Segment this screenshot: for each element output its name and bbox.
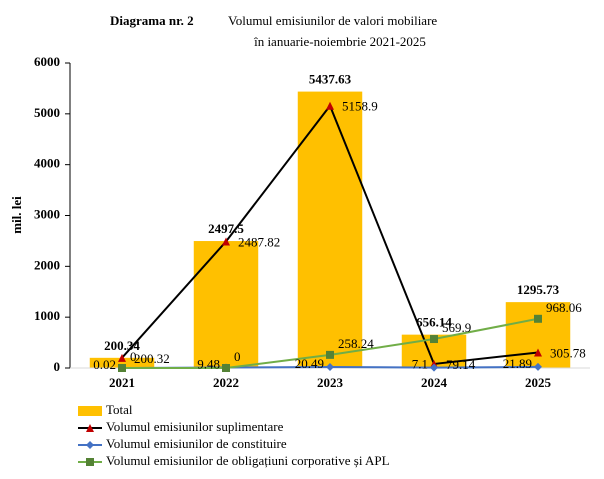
legend-label: Volumul emisiunilor de constituire — [106, 436, 287, 451]
data-label: 79.14 — [446, 357, 476, 372]
data-label: 200.32 — [134, 351, 170, 366]
data-label: 656.14 — [416, 315, 452, 330]
data-label: 2497.5 — [208, 221, 244, 236]
data-label: 7.1 — [412, 357, 428, 372]
bar — [297, 91, 363, 368]
data-label: 569.9 — [442, 320, 471, 335]
chart-subtitle: Volumul emisiunilor de valori mobiliare — [228, 13, 437, 28]
data-label: 20.49 — [295, 356, 324, 371]
y-tick-label: 3000 — [34, 206, 60, 221]
legend-label: Volumul emisiunilor suplimentare — [106, 419, 284, 434]
y-axis-label: mil. lei — [9, 196, 24, 234]
data-label: 305.78 — [550, 345, 586, 360]
marker — [222, 364, 230, 372]
y-tick-label: 1000 — [34, 308, 60, 323]
x-tick-label: 2025 — [525, 375, 552, 390]
chart-subtitle: în ianuarie-noiembrie 2021-2025 — [253, 34, 426, 49]
legend-swatch — [78, 406, 102, 416]
data-label: 5437.63 — [309, 72, 352, 87]
data-label: 0 — [234, 349, 241, 364]
marker — [326, 350, 334, 359]
x-tick-label: 2021 — [109, 375, 135, 390]
chart-title: Diagrama nr. 2 — [110, 13, 194, 28]
marker — [534, 362, 542, 371]
y-tick-label: 2000 — [34, 257, 60, 272]
marker — [430, 363, 438, 372]
y-tick-label: 5000 — [34, 105, 60, 120]
marker — [326, 362, 334, 371]
x-tick-label: 2022 — [213, 375, 239, 390]
legend-label: Total — [106, 402, 133, 417]
marker — [222, 237, 230, 246]
bar — [505, 302, 571, 368]
bar — [193, 241, 259, 368]
legend-marker — [86, 458, 94, 466]
y-tick-label: 4000 — [34, 156, 60, 171]
marker — [430, 335, 438, 344]
y-tick-label: 6000 — [34, 54, 60, 69]
data-label: 200.34 — [104, 338, 140, 353]
data-label: 258.24 — [338, 336, 374, 351]
marker — [326, 101, 334, 110]
marker — [534, 314, 542, 323]
x-tick-label: 2024 — [421, 375, 448, 390]
legend-label: Volumul emisiunilor de obligațiuni corpo… — [106, 453, 390, 468]
data-label: 968.06 — [546, 300, 582, 315]
marker — [534, 348, 542, 357]
data-label: 5158.9 — [342, 99, 378, 114]
data-label: 9.48 — [197, 357, 220, 372]
data-label: 1295.73 — [517, 282, 560, 297]
bar — [89, 357, 155, 368]
y-tick-label: 0 — [54, 359, 61, 374]
data-label: 2487.82 — [238, 235, 280, 250]
marker — [118, 364, 126, 372]
x-tick-label: 2023 — [317, 375, 344, 390]
marker — [118, 353, 126, 362]
legend-marker — [86, 441, 94, 449]
data-label: 0 — [130, 349, 137, 364]
legend-marker — [86, 424, 94, 432]
data-label: 21.89 — [503, 356, 532, 371]
data-label: 0.02 — [93, 357, 116, 372]
